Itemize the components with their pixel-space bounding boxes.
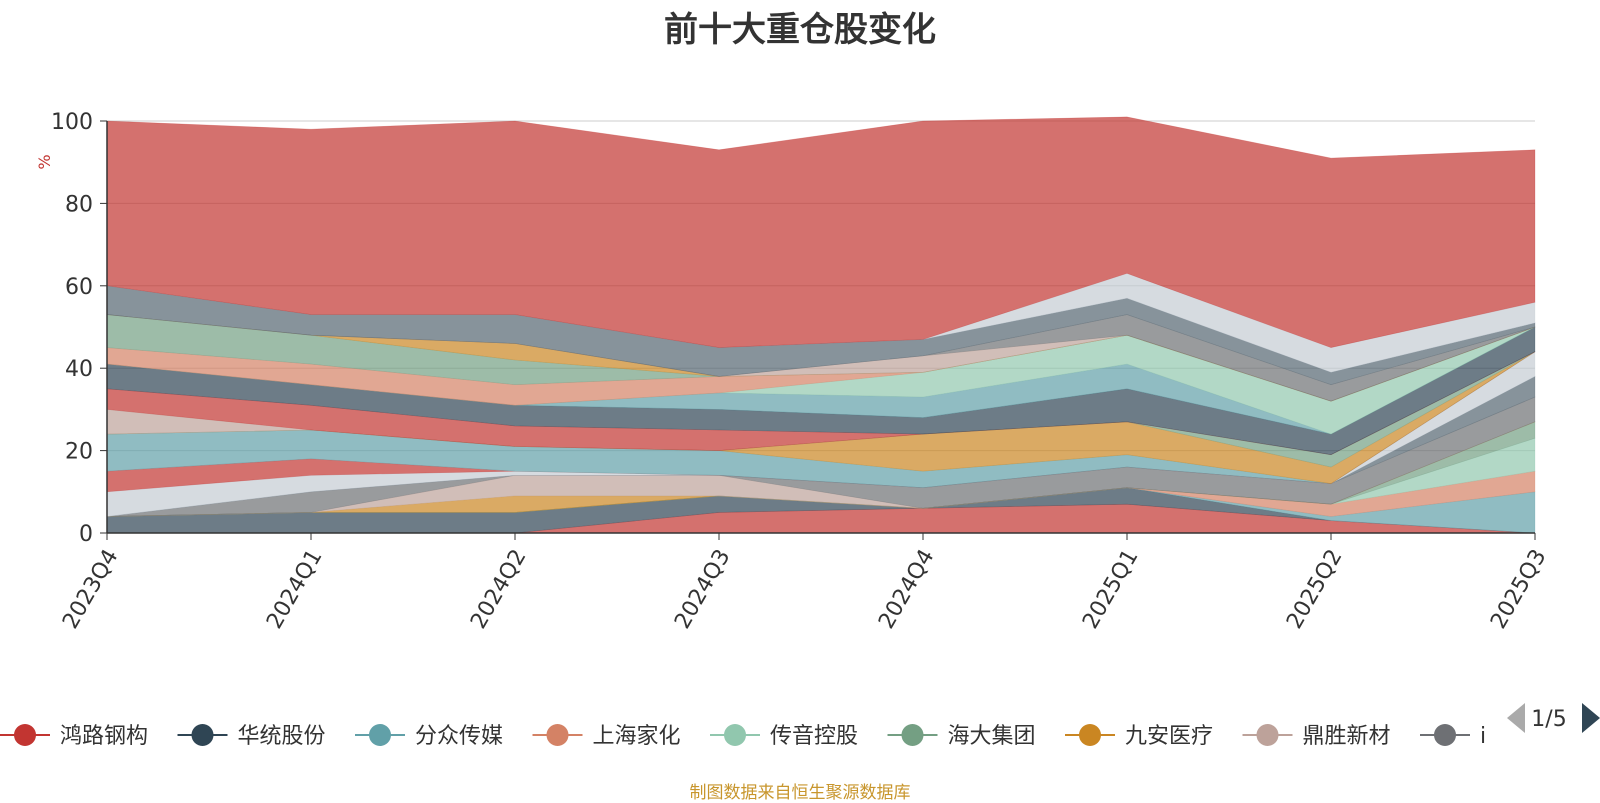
legend-label: 九安医疗	[1125, 724, 1213, 749]
legend-next-page-icon[interactable]	[1582, 703, 1600, 733]
legend-label: 分众传媒	[415, 724, 503, 749]
data-source-note: 制图数据来自恒生聚源数据库	[689, 783, 911, 803]
legend-item[interactable]: 华统股份	[177, 724, 326, 749]
legend-item[interactable]: 海大集团	[887, 724, 1036, 749]
x-tick-label: 2024Q1	[262, 545, 327, 633]
x-tick-label: 2025Q1	[1078, 545, 1143, 633]
legend-item[interactable]: 九安医疗	[1065, 724, 1213, 749]
y-axis-unit-label: %	[35, 154, 54, 169]
legend-item[interactable]: 鸿路钢构	[0, 724, 148, 749]
legend-item[interactable]: 鼎胜新材	[1242, 724, 1391, 749]
chart-title: 前十大重仓股变化	[664, 10, 936, 50]
legend-item[interactable]: 传音控股	[710, 724, 858, 749]
legend-circle-marker	[1434, 724, 1456, 746]
legend-circle-marker	[369, 724, 391, 746]
x-tick-label: 2024Q3	[670, 545, 735, 633]
legend-circle-marker	[14, 724, 36, 746]
area-series-28[interactable]	[106, 116, 1536, 348]
legend-label: 传音控股	[770, 724, 858, 749]
legend-item[interactable]: 分众传媒	[355, 724, 503, 749]
legend-label: i	[1480, 724, 1486, 749]
legend-circle-marker	[724, 724, 746, 746]
stacked-areas	[106, 116, 1536, 534]
y-tick-label: 100	[51, 110, 93, 135]
legend-circle-marker	[1256, 724, 1279, 746]
y-tick-label: 80	[65, 192, 93, 217]
x-tick-label: 2023Q4	[58, 545, 123, 633]
legend-circle-marker	[901, 724, 924, 746]
legend-label: 上海家化	[593, 724, 681, 749]
x-tick-label: 2024Q2	[466, 545, 531, 633]
legend-label: 海大集团	[948, 724, 1036, 749]
legend-item[interactable]: i	[1420, 724, 1486, 749]
legend-prev-page-icon[interactable]	[1507, 703, 1525, 733]
legend-circle-marker	[191, 724, 214, 746]
legend-label: 华统股份	[238, 724, 326, 749]
y-tick-label: 40	[65, 357, 93, 382]
legend: 1/5 鸿路钢构 华统股份 分众传媒 上海家化 传音控股 海大集团 九安医疗 鼎胜新材 i	[0, 703, 1600, 749]
legend-item[interactable]: 上海家化	[532, 724, 681, 749]
y-tick-label: 60	[65, 275, 93, 300]
legend-label: 鸿路钢构	[60, 724, 148, 749]
legend-page-indicator: 1/5	[1531, 707, 1566, 732]
x-tick-label: 2025Q2	[1282, 545, 1347, 633]
y-tick-label: 0	[79, 522, 93, 547]
legend-circle-marker	[1079, 724, 1101, 746]
legend-label: 鼎胜新材	[1303, 724, 1391, 749]
legend-circle-marker	[546, 724, 569, 746]
x-tick-label: 2024Q4	[874, 545, 939, 633]
x-tick-label: 2025Q3	[1486, 545, 1551, 633]
y-tick-label: 20	[65, 440, 93, 465]
